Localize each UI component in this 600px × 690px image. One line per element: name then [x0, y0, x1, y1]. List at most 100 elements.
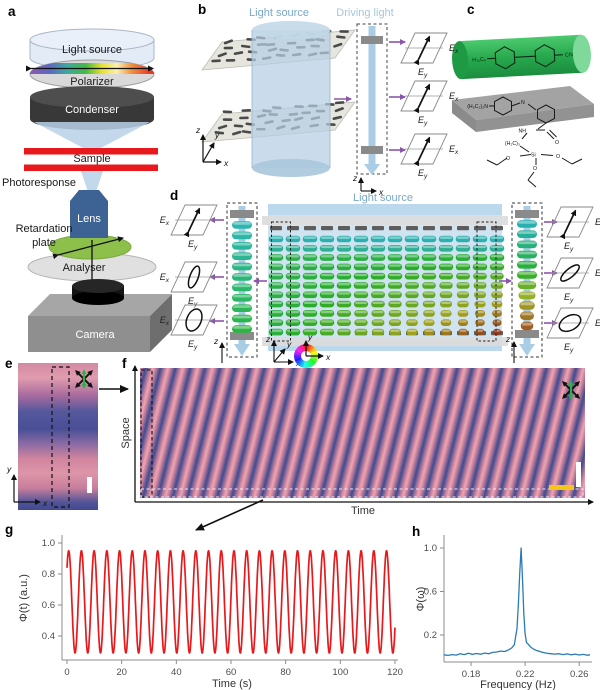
- director-rod: [371, 319, 385, 326]
- space-axis-label: Space: [120, 417, 132, 448]
- polarization-state: Ex Ey: [546, 307, 600, 354]
- director-rod: [268, 282, 284, 289]
- director-rod: [285, 300, 301, 308]
- g-ytick: 0.4: [42, 631, 55, 642]
- g-xtick: 0: [64, 667, 69, 678]
- director-rod: [370, 235, 386, 243]
- director-rod: [517, 220, 537, 228]
- director-rod: [354, 310, 368, 317]
- alkyl-label: H₁₁C₅: [472, 57, 486, 64]
- axes-b: z y x: [195, 125, 229, 168]
- director-rod: [232, 304, 252, 312]
- beam-arrowhead: [364, 164, 380, 175]
- director-rod: [232, 294, 252, 302]
- director-rod: [232, 242, 252, 250]
- director-rod: [336, 254, 352, 261]
- light-source-title: Light source: [249, 7, 309, 19]
- director-rod: [353, 263, 369, 271]
- director-rod: [387, 263, 403, 271]
- panel-e-label: e: [5, 356, 13, 371]
- azomethine-bonds: [489, 96, 555, 130]
- rod-column: [517, 220, 537, 331]
- director-rod: [268, 263, 284, 271]
- director-rod: [389, 328, 401, 336]
- director-rod: [319, 300, 335, 308]
- director-rod: [353, 235, 369, 243]
- director-rod: [422, 282, 436, 289]
- polarization-state: Ex Ey: [160, 204, 218, 251]
- director-rod: [268, 310, 284, 317]
- director-rod: [336, 310, 352, 317]
- gray-strip-bottom: [262, 337, 508, 346]
- e-y-label: Ey: [188, 239, 198, 251]
- director-rod: [405, 310, 419, 317]
- director-rod: [388, 310, 402, 317]
- director-rod: [370, 254, 386, 261]
- nitrile-label: CN: [565, 52, 573, 58]
- e-x-label: Ex: [160, 215, 170, 227]
- axis-z-label: z: [195, 125, 201, 135]
- director-rod: [285, 319, 301, 326]
- director-rod: [404, 272, 420, 280]
- director-rod: [405, 282, 419, 289]
- director-rod: [438, 235, 454, 243]
- g-xtick: 120: [387, 667, 403, 678]
- e-x-label: Ex: [595, 268, 600, 280]
- director-rod: [285, 245, 301, 252]
- director-rod: [421, 272, 437, 280]
- lens: Lens: [70, 190, 108, 238]
- sample-label: Sample: [73, 153, 110, 165]
- director-array: [268, 226, 505, 336]
- sample: Sample: [24, 148, 158, 171]
- e-x-label: Ex: [160, 315, 170, 327]
- director-rod: [475, 319, 485, 326]
- camera: Camera: [28, 279, 172, 352]
- panel-h: h 0.2 0.6 1.0 0.18 0.22 0.26 Frequency (Hz) Φ…: [412, 524, 592, 690]
- director-rod: [336, 291, 352, 299]
- g-ytick: 1.0: [42, 538, 55, 549]
- director-rod: [285, 272, 301, 280]
- director-rod: [268, 328, 284, 336]
- polarization-state: Ex Ey: [546, 257, 600, 304]
- director-rod: [337, 319, 351, 326]
- director-rod: [371, 300, 385, 308]
- director-rod: [387, 245, 403, 252]
- director-rod: [285, 282, 301, 289]
- director-rod: [457, 300, 469, 308]
- director-rod: [285, 328, 301, 336]
- e-y-label: Ey: [418, 168, 428, 180]
- director-rod: [517, 250, 537, 259]
- director-rod: [421, 235, 437, 243]
- director-rod: [319, 245, 335, 252]
- director-rod: [440, 310, 452, 317]
- director-rod: [404, 245, 420, 252]
- e-y-label: Ey: [564, 241, 574, 253]
- imine-n-label: N: [521, 100, 525, 106]
- camera-label: Camera: [75, 329, 115, 341]
- e-x-label: Ex: [595, 217, 600, 229]
- director-rod: [438, 272, 454, 280]
- director-rod: [232, 262, 252, 271]
- director-rod: [455, 254, 471, 261]
- o-bottom-label: O: [533, 166, 537, 172]
- condenser-label: Condenser: [65, 104, 119, 116]
- director-rod: [319, 328, 335, 336]
- axis-x-label: x: [325, 352, 331, 362]
- director-rod: [268, 319, 284, 326]
- g-xtick: 60: [226, 667, 237, 678]
- director-rod: [319, 254, 335, 261]
- rod-column: [232, 221, 252, 333]
- director-rod: [232, 231, 252, 240]
- director-rod: [232, 273, 252, 281]
- propyl-label: (H₂C)₃: [505, 141, 520, 147]
- director-rod: [319, 235, 335, 243]
- director-rod: [319, 310, 335, 317]
- director-rod: [421, 245, 437, 252]
- director-rod: [441, 328, 451, 336]
- director-rod: [387, 272, 403, 280]
- biphenyl-bonds: [487, 44, 563, 70]
- scale-bar-space: [576, 462, 581, 487]
- director-rod: [353, 254, 369, 261]
- director-rod: [517, 271, 537, 279]
